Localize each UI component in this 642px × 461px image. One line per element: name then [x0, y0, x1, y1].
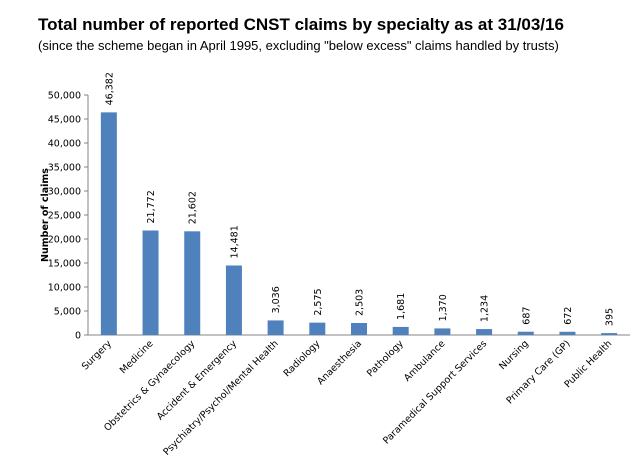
data-label: 672: [563, 307, 574, 325]
y-tick-label: 0: [75, 331, 81, 342]
y-axis-title: Number of claims: [40, 168, 51, 262]
data-label: 21,772: [146, 190, 157, 223]
bar: [434, 328, 451, 335]
data-label: 1,681: [396, 293, 407, 320]
data-label: 46,382: [104, 72, 115, 105]
bar: [100, 112, 117, 336]
y-tick-label: 10,000: [48, 283, 81, 294]
y-tick-label: 15,000: [48, 259, 81, 270]
y-tick-label: 50,000: [48, 91, 81, 102]
bar: [225, 265, 242, 335]
data-label: 2,503: [355, 289, 366, 316]
data-label: 21,602: [188, 191, 199, 224]
bar: [184, 231, 201, 335]
data-label: 687: [521, 307, 532, 325]
y-tick-label: 45,000: [48, 115, 81, 126]
x-tick-label: Pathology: [365, 338, 406, 379]
x-tick-label: Medicine: [118, 338, 156, 376]
x-tick-label: Anaesthesia: [315, 338, 364, 387]
x-tick-label: Nursing: [497, 338, 531, 372]
x-tick-label: Radiology: [282, 338, 323, 379]
data-label: 2,575: [313, 288, 324, 315]
chart-subtitle: (since the scheme began in April 1995, e…: [38, 38, 559, 53]
bar: [309, 322, 326, 335]
y-tick-label: 35,000: [48, 163, 81, 174]
chart-title: Total number of reported CNST claims by …: [38, 15, 564, 34]
data-label: 3,036: [271, 286, 282, 313]
bar: [267, 320, 284, 335]
x-tick-label: Surgery: [80, 338, 114, 372]
data-label: 1,234: [480, 295, 491, 322]
y-tick-label: 20,000: [48, 235, 81, 246]
bar: [392, 326, 409, 335]
bar: [351, 322, 367, 335]
y-tick-label: 5,000: [54, 307, 81, 318]
bar: [476, 329, 493, 335]
x-tick-label: Accident & Emergency: [155, 338, 239, 422]
bar: [142, 230, 159, 335]
y-tick-label: 30,000: [48, 187, 81, 198]
bar: [517, 331, 534, 335]
data-label: 1,370: [438, 294, 449, 321]
data-label: 14,481: [229, 225, 240, 258]
x-tick-label: Ambulance: [402, 338, 448, 384]
data-label: 395: [605, 308, 616, 326]
y-tick-label: 40,000: [48, 139, 81, 150]
bar: [601, 333, 618, 335]
bar: [559, 331, 576, 335]
y-tick-label: 25,000: [48, 211, 81, 222]
